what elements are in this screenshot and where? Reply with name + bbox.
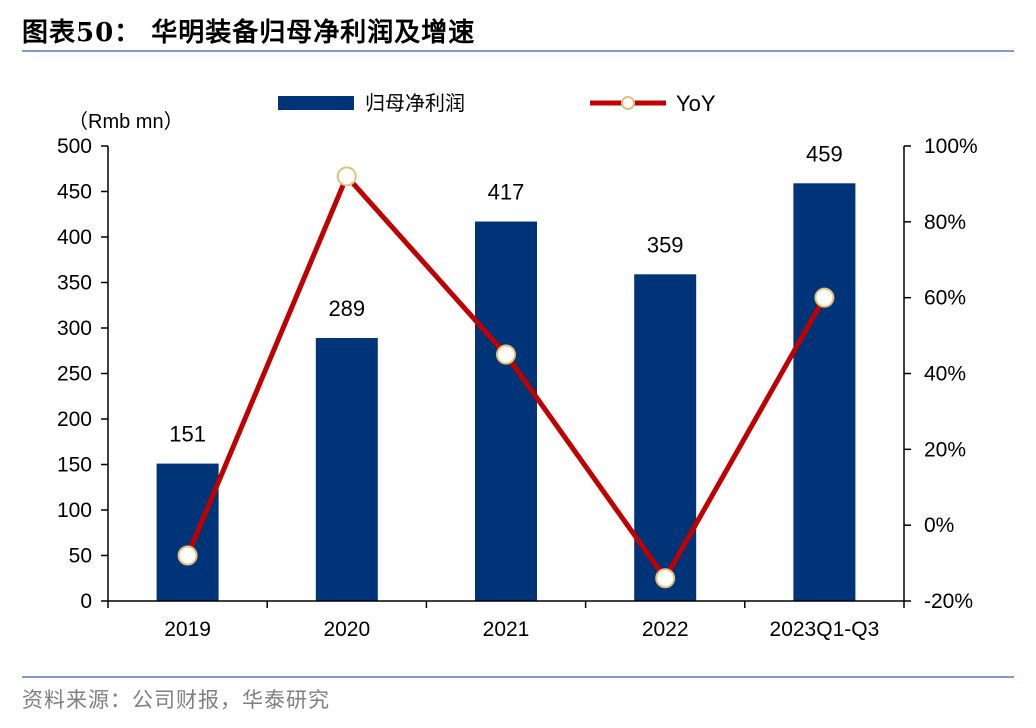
left-y-axis: 0 50 100 150 200 250 300 350 400 450 500 [57,135,109,613]
yoy-series [177,166,835,589]
bar-series [156,183,856,601]
yoy-point-2020 [336,166,357,187]
title-rule [22,50,1014,52]
left-tick-label-500: 500 [57,135,92,158]
legend: 归母净利润 YoY [278,91,716,116]
right-tick-label-80%: 80% [924,211,966,234]
x-tick-label-2022: 2022 [642,618,689,641]
source-rule [22,676,1014,678]
legend-bar-label: 归母净利润 [365,92,465,115]
right-tick-label-60%: 60% [924,287,966,310]
left-tick-label-250: 250 [57,363,92,386]
left-tick-label-300: 300 [57,317,92,340]
left-tick-label-400: 400 [57,226,92,249]
bar-label-2022: 359 [647,232,684,257]
right-tick-label-100%: 100% [924,135,978,158]
yoy-point-2021 [496,344,516,365]
figure-title: 图表50： 华明装备归母净利润及增速 [22,18,476,48]
bar-2020 [315,338,378,601]
right-tick-label-20%: 20% [924,438,966,461]
left-tick-label-450: 450 [57,181,92,204]
x-tick-label-2019: 2019 [164,618,211,641]
right-tick-label--20%: -20% [924,590,973,613]
source-note: 资料来源：公司财报，华泰研究 [22,688,330,712]
left-tick-label-50: 50 [69,545,92,568]
x-tick-label-2021: 2021 [483,618,530,641]
left-tick-label-350: 350 [57,272,92,295]
left-tick-label-150: 150 [57,454,92,477]
bar-2023Q1-Q3 [793,183,856,601]
legend-bar-swatch [278,96,354,110]
legend-line-marker [621,96,635,110]
left-tick-label-100: 100 [57,499,92,522]
yoy-point-2022 [655,568,676,589]
left-tick-label-200: 200 [57,408,92,431]
x-tick-label-2023Q1-Q3: 2023Q1-Q3 [770,618,880,641]
bar-label-2021: 417 [488,180,525,205]
yoy-point-2023Q1-Q3 [814,287,835,308]
bar-data-labels: 151 289 417 359 459 [169,141,843,446]
legend-line-label: YoY [676,91,716,116]
bar-label-2019: 151 [169,422,206,447]
y-axis-unit-label: （Rmb mn） [68,110,184,133]
left-tick-label-0: 0 [80,590,92,613]
bar-2019 [156,463,219,601]
right-tick-label-40%: 40% [924,363,966,386]
bar-label-2023Q1-Q3: 459 [806,141,843,166]
bar-2021 [475,221,537,601]
yoy-point-2019 [177,545,198,566]
x-axis: 2019 2020 2021 2022 2023Q1-Q3 [107,600,905,641]
right-y-axis: -20% 0% 20% 40% 60% 80% 100% [903,135,978,613]
x-tick-label-2020: 2020 [323,618,370,641]
right-tick-label-0%: 0% [924,514,954,537]
bar-label-2020: 289 [328,296,365,321]
